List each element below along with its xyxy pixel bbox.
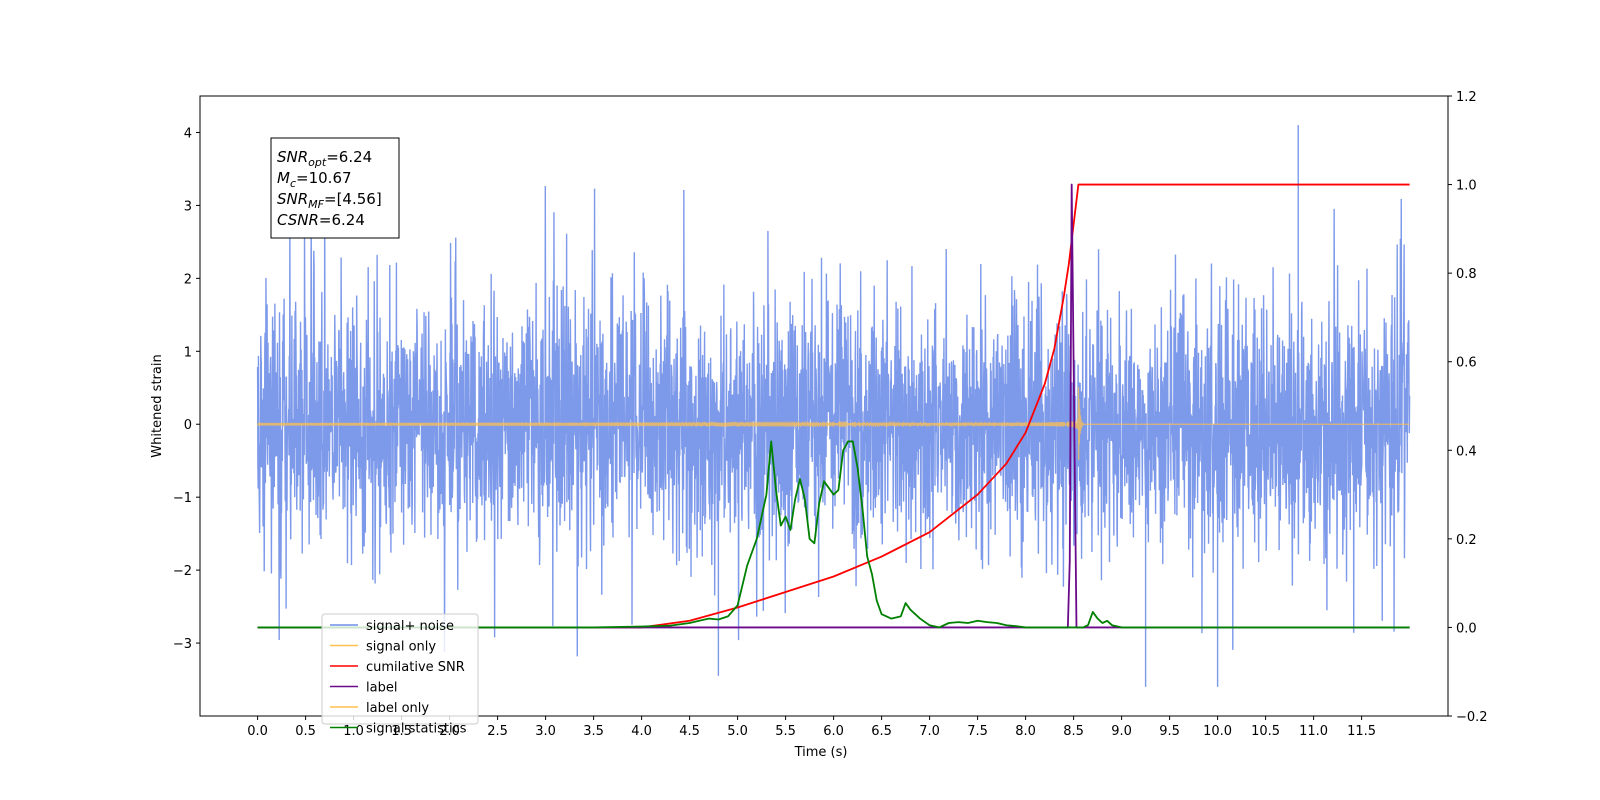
- y-left-tick-label: −3: [173, 637, 192, 652]
- y-right-tick-label: 0.6: [1456, 356, 1477, 371]
- x-tick-label: 7.0: [919, 724, 940, 739]
- plot-area: [256, 125, 1411, 687]
- x-tick-label: 4.5: [679, 724, 700, 739]
- series-signal-noise: [256, 125, 1411, 687]
- y-right-tick-label: 1.2: [1456, 90, 1477, 105]
- y-right-tick-label: 0.2: [1456, 533, 1477, 548]
- x-tick-label: 8.0: [1015, 724, 1036, 739]
- annotation-line: Mc=10.67: [277, 169, 352, 190]
- y-left-tick-label: 3: [184, 199, 192, 214]
- annotation-line: CSNR=6.24: [277, 211, 365, 229]
- y-axis-left: 4 3 2 1 0 −1 −2 −3: [173, 126, 200, 652]
- y-axis-right: 1.2 1.0 0.8 0.6 0.4 0.2 0.0 −0.2: [1448, 90, 1488, 725]
- plot-frame: [199, 95, 1449, 717]
- x-tick-label: 6.5: [871, 724, 892, 739]
- x-tick-label: 0.0: [247, 724, 268, 739]
- legend-frame: [321, 613, 479, 725]
- x-tick-label: 10.0: [1203, 724, 1232, 739]
- y-left-tick-label: 1: [184, 345, 192, 360]
- y-left-tick-label: 0: [184, 418, 192, 433]
- x-tick-label: 2.0: [439, 724, 460, 739]
- legend-label-text: label: [366, 681, 397, 696]
- y-right-tick-label: −0.2: [1456, 710, 1488, 725]
- y-left-tick-label: 4: [184, 126, 192, 141]
- x-tick-label: 4.0: [631, 724, 652, 739]
- series-signal-statistics: [257, 440, 1410, 629]
- legend-cumulative-snr-text: cumilative SNR: [366, 660, 465, 675]
- x-tick-label: 3.0: [535, 724, 556, 739]
- x-tick-label: 3.5: [583, 724, 604, 739]
- series-layer: [256, 125, 1411, 687]
- legend: signal+ noise signal only cumilative SNR la…: [321, 613, 479, 737]
- x-tick-label: 10.5: [1251, 724, 1280, 739]
- x-tick-label: 1.0: [343, 724, 364, 739]
- legend-label-only-text: label only: [366, 701, 429, 716]
- x-tick-label: 11.5: [1347, 724, 1376, 739]
- annotation-line: SNRopt=6.24: [277, 148, 372, 169]
- y-right-tick-label: 1.0: [1456, 179, 1477, 194]
- legend-signal-only-text: signal only: [366, 640, 436, 655]
- series-signal-only: [257, 387, 1410, 461]
- x-axis: 0.0 0.5 1.0 1.5 2.0 2.5 3.0 3.5 4.0 4.5 5.0 5.5 6.0 6…: [247, 716, 1376, 739]
- series-cumulative-snr: [257, 183, 1410, 629]
- x-tick-label: 6.0: [823, 724, 844, 739]
- legend-signal-noise-text: signal+ noise: [366, 619, 454, 634]
- y-right-tick-label: 0.0: [1456, 621, 1477, 636]
- x-axis-title: Time (s): [794, 745, 848, 760]
- x-tick-label: 9.5: [1159, 724, 1180, 739]
- x-tick-label: 2.5: [487, 724, 508, 739]
- y-right-tick-label: 0.8: [1456, 267, 1477, 282]
- y-axis-title: Whitened strain: [150, 354, 165, 457]
- legend-signal-statistics-text: signal statistics: [366, 722, 467, 737]
- x-tick-label: 11.0: [1299, 724, 1328, 739]
- annotation-line: SNRMF=[4.56]: [277, 190, 382, 211]
- y-left-tick-label: 2: [184, 272, 192, 287]
- x-tick-label: 9.0: [1111, 724, 1132, 739]
- x-tick-label: 0.5: [295, 724, 316, 739]
- y-left-tick-label: −1: [173, 491, 192, 506]
- y-right-tick-label: 0.4: [1456, 444, 1477, 459]
- x-tick-label: 7.5: [967, 724, 988, 739]
- y-left-tick-label: −2: [173, 564, 192, 579]
- x-tick-label: 1.5: [391, 724, 412, 739]
- x-tick-label: 5.0: [727, 724, 748, 739]
- x-tick-label: 5.5: [775, 724, 796, 739]
- annotation-frame: [270, 137, 400, 239]
- x-tick-label: 8.5: [1063, 724, 1084, 739]
